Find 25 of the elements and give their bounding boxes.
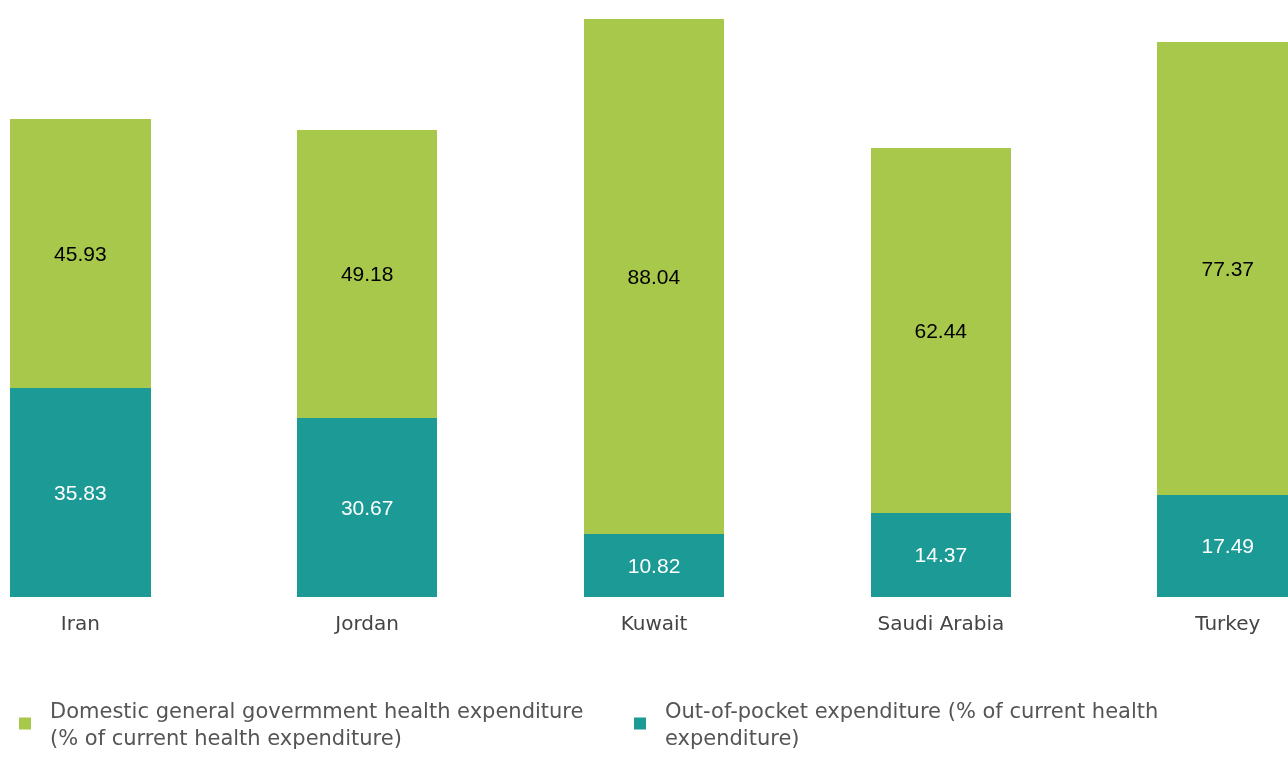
- data-label: 45.93: [54, 241, 107, 265]
- bar: [10, 387, 151, 597]
- data-label: 62.44: [914, 318, 968, 342]
- x-tick-label: Kuwait: [620, 611, 688, 635]
- x-tick-label: Turkey: [1194, 611, 1261, 635]
- data-label: 35.83: [54, 480, 107, 504]
- x-tick-label: Saudi Arabia: [877, 611, 1005, 635]
- bar: [870, 512, 1012, 597]
- bar: [296, 130, 438, 418]
- data-label: 30.67: [340, 495, 394, 519]
- legend-label: Domestic general govermment health expenditure (% of current health expenditure): [50, 699, 584, 751]
- legend-label: Out-of-pocket expenditure (% of current health expenditure): [665, 699, 1159, 751]
- data-label: 17.49: [1201, 534, 1255, 558]
- bar: [10, 118, 151, 388]
- data-label: 88.04: [627, 264, 681, 288]
- x-tick-label: Iran: [60, 611, 100, 635]
- data-label: 49.18: [340, 262, 394, 286]
- data-label: 10.82: [627, 553, 681, 577]
- x-tick-label: Jordan: [333, 611, 399, 635]
- data-label: 77.37: [1201, 257, 1255, 281]
- bar: [296, 417, 438, 597]
- bar: [870, 147, 1012, 513]
- bar: [583, 533, 725, 597]
- data-label: 14.37: [914, 543, 968, 567]
- bar: [583, 18, 725, 534]
